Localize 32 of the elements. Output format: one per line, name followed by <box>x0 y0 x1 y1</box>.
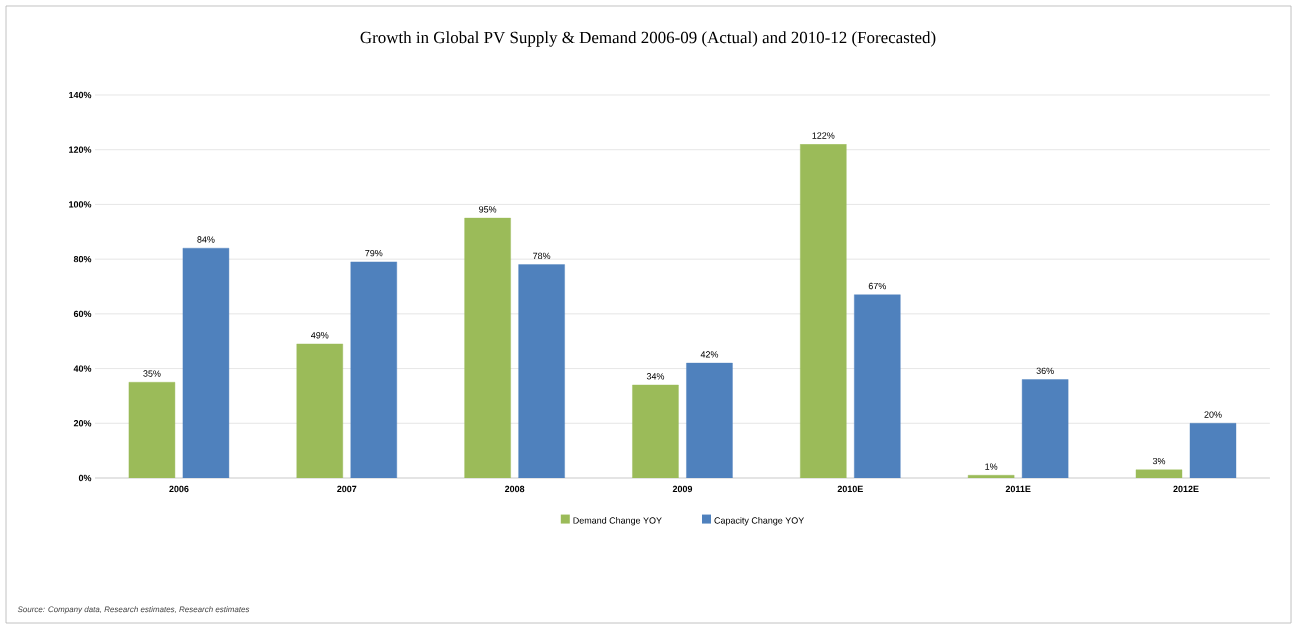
y-tick-label: 80% <box>73 255 92 263</box>
data-label: 35% <box>143 370 161 377</box>
data-label: 20% <box>1204 411 1222 418</box>
y-tick-label: 140% <box>69 91 92 99</box>
y-tick-label: 0% <box>78 474 92 482</box>
x-tick-label: 2012E <box>1173 485 1199 493</box>
data-label: 95% <box>479 206 497 213</box>
data-label: 1% <box>985 463 998 470</box>
data-label: 78% <box>533 252 551 260</box>
y-tick-label: 60% <box>73 310 92 318</box>
data-label: 3% <box>1152 457 1166 465</box>
y-tick-label: 100% <box>69 201 92 208</box>
data-label: 122% <box>812 132 835 139</box>
y-tick-label: 20% <box>73 420 92 427</box>
data-label: 42% <box>700 351 719 358</box>
x-tick-label: 2011E <box>1005 485 1031 493</box>
data-label: 49% <box>311 332 329 339</box>
data-label: 34% <box>646 373 665 380</box>
y-tick-label: 120% <box>69 146 92 153</box>
x-tick-label: 2006 <box>169 485 189 493</box>
legend-label: Demand Change YOY <box>573 517 662 526</box>
x-tick-label: 2009 <box>672 485 693 493</box>
x-tick-label: 2007 <box>337 485 357 493</box>
data-label: 84% <box>197 236 215 243</box>
chart-title: Growth in Global PV Supply & Demand 2006-09 (Actual) and 2010-12 (Forecasted) <box>360 31 936 47</box>
x-tick-label: 2008 <box>504 485 525 493</box>
x-tick-label: 2010E <box>837 485 863 493</box>
y-tick-label: 40% <box>73 365 92 372</box>
data-label: 67% <box>868 282 886 290</box>
legend-label: Capacity Change YOY <box>714 517 804 526</box>
data-label: 36% <box>1036 367 1054 374</box>
data-label: 79% <box>365 250 383 257</box>
